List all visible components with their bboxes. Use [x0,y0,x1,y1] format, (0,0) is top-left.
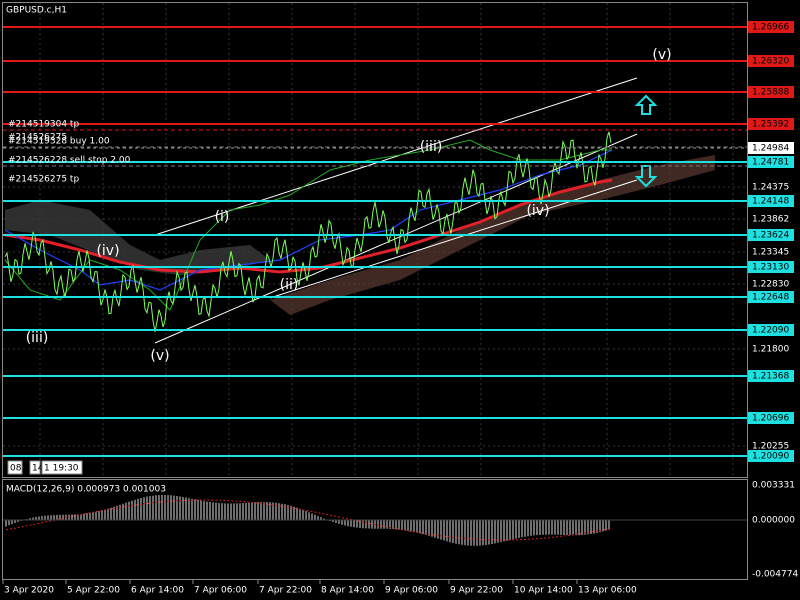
price-label-bg [748,118,794,130]
price-label: 1.23130 [752,263,789,273]
price-label: 1.25888 [752,88,789,98]
macd-scale-label: 0.000000 [752,516,795,526]
price-label: 1.26966 [752,23,789,33]
order-label: #214519304 tp [8,120,79,130]
macd-histogram [5,495,610,546]
time-label: 7 Apr 22:00 [259,586,312,596]
price-label: 1.24781 [752,158,789,168]
price-label: 1.24984 [752,144,789,154]
price-label: 1.23345 [752,248,789,258]
clock-text: 14 [32,464,44,474]
macd-scale-label: 0.003331 [752,481,795,491]
window-title: GBPUSD.c,H1 [6,6,67,16]
price-label: 1.24375 [752,183,789,193]
price-label: 1.25392 [752,120,789,130]
time-label: 5 Apr 22:00 [67,586,120,596]
price-label: 1.20696 [752,414,789,424]
price-label-bg [748,324,794,336]
price-label: 1.23862 [752,215,789,225]
order-label: #214519328 buy 1.00 [8,137,110,147]
wave-label: (iv) [96,243,119,259]
clock-box [41,460,83,475]
price-label: 1.21368 [752,372,789,382]
order-label: #214526275 tp [8,175,79,185]
ichimoku-cloud-old [5,200,270,275]
price-label: 1.20090 [752,452,789,462]
order-label: #214526228 sell stop 2.00 [8,156,131,166]
price-label-bg [748,291,794,303]
price-label: 1.20255 [752,442,789,452]
time-label: 9 Apr 22:00 [450,586,503,596]
price-label-bg [748,21,794,33]
price-label-bg [748,370,794,382]
price-label-bg [748,195,794,207]
wave-label: (iv) [526,203,549,219]
price-bars [4,131,612,332]
price-label: 1.22090 [752,326,789,336]
macd-scale-label: -0.004774 [752,570,798,580]
ichimoku-cloud [270,155,715,315]
time-label: 8 Apr 14:00 [321,586,374,596]
wave-label: (ii) [280,277,299,293]
time-label: 9 Apr 06:00 [385,586,438,596]
price-label-bg [748,229,794,241]
wave-label: (v) [652,47,671,63]
wave-label: (iii) [420,139,443,155]
channel-mid [269,179,638,299]
clock-text: 08 [10,464,22,474]
price-label: 1.24148 [752,197,789,207]
wave-label: (i) [215,209,230,225]
main-frame [2,2,748,478]
time-label: 10 Apr 14:00 [514,586,573,596]
price-label: 1.26320 [752,57,789,67]
price-label: 1.22648 [752,293,789,303]
order-label: #214526275 [8,133,67,143]
price-label-bg [748,156,794,168]
moving-average-fast [4,149,613,291]
time-label: 6 Apr 14:00 [131,586,184,596]
price-label: 1.21800 [752,345,789,355]
price-label-bg [748,55,794,67]
arrow-up [634,94,658,115]
clock-text: 1 19:30 [44,464,79,474]
time-label: 3 Apr 2020 [4,586,54,596]
wave-label: (v) [150,348,169,364]
price-label-bg [748,412,794,424]
price-label-bg [748,86,794,98]
clock-box [29,460,41,475]
price-label-bg [748,142,794,154]
chikou-line [4,139,612,311]
clock-box [7,460,23,475]
macd-signal [5,499,610,541]
time-label: 13 Apr 06:00 [578,586,637,596]
price-label: 1.23624 [752,231,789,241]
wave-label: (iii) [26,330,49,346]
price-label: 1.22830 [752,280,789,290]
price-label-bg [748,261,794,273]
macd-frame [2,479,748,580]
time-label: 7 Apr 06:00 [194,586,247,596]
macd-label: MACD(12,26,9) 0.000973 0.001003 [6,485,166,495]
price-label-bg [748,450,794,462]
arrow-down [634,165,658,188]
